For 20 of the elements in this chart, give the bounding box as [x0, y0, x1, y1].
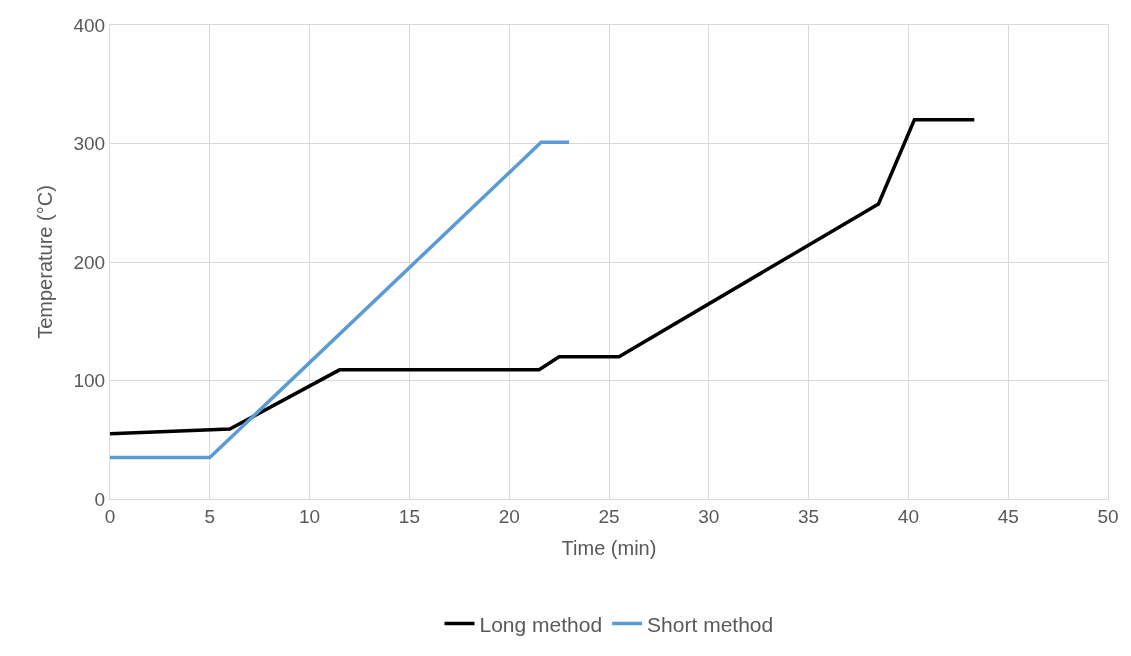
- y-tick-label: 200: [73, 251, 106, 273]
- x-tick-label: 20: [498, 505, 520, 527]
- x-tick-label: 10: [299, 505, 321, 527]
- x-tick-label: 40: [897, 505, 919, 527]
- legend-label: Long method: [479, 612, 603, 636]
- x-tick-label: 25: [598, 505, 620, 527]
- y-tick-label: 400: [73, 14, 106, 36]
- legend-label: Short method: [647, 612, 774, 636]
- x-tick-label: 5: [204, 505, 216, 527]
- x-tick-label: 15: [398, 505, 420, 527]
- y-tick-label: 0: [94, 488, 106, 510]
- y-axis-title: Temperature (°C): [34, 185, 56, 339]
- y-tick-label: 300: [73, 133, 106, 155]
- line-series: [110, 118, 977, 436]
- y-tick-label: 100: [73, 370, 106, 392]
- x-axis-title: Time (min): [561, 537, 657, 560]
- x-tick-label: 45: [997, 505, 1019, 527]
- x-tick-label: 50: [1097, 505, 1119, 527]
- x-tick-label: 30: [698, 505, 720, 527]
- x-tick-label: 35: [798, 505, 820, 527]
